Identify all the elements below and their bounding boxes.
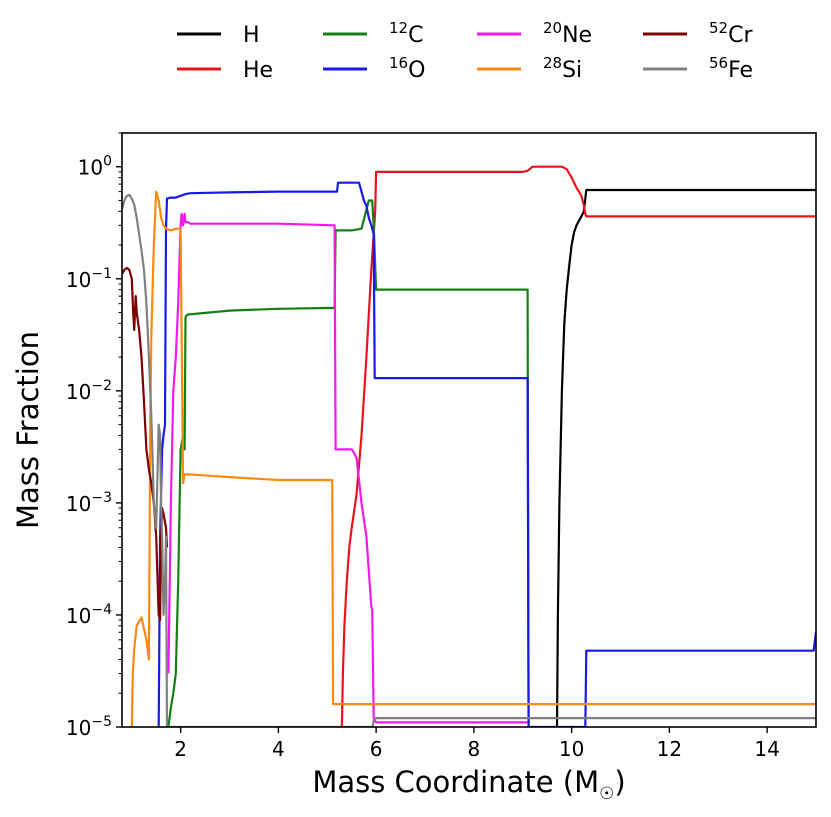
sun-symbol: ☉	[599, 784, 614, 804]
legend-item-o16: 16O	[323, 54, 425, 83]
y-tick-label: 10−3	[66, 490, 112, 516]
x-tick-label: 12	[657, 737, 682, 761]
series-line-ne20	[167, 212, 528, 724]
x-axis-label: Mass Coordinate (M☉)	[312, 765, 625, 804]
legend: H He 12C 16O 20Ne 28Si 52Cr 56Fe	[177, 19, 753, 83]
x-tick-label: 10	[559, 737, 584, 761]
series-line-si28	[130, 190, 816, 727]
y-tick-label: 10−2	[66, 378, 112, 404]
legend-item-h: H	[177, 23, 260, 48]
legend-item-he: He	[177, 58, 273, 83]
legend-label: 16O	[389, 54, 425, 83]
plot-frame	[121, 132, 817, 728]
x-tick-label: 14	[754, 737, 779, 761]
series-line-c12	[167, 199, 530, 727]
y-tick-label: 10−4	[66, 602, 112, 628]
y-tick-label: 100	[78, 154, 112, 180]
x-tick-label: 8	[468, 737, 481, 761]
legend-item-si28: 28Si	[477, 54, 582, 83]
legend-item-c12: 12C	[323, 19, 423, 48]
x-tick-label: 6	[370, 737, 383, 761]
legend-label: 20Ne	[543, 19, 592, 48]
x-tick-label: 4	[272, 737, 285, 761]
legend-item-cr52: 52Cr	[643, 19, 753, 48]
legend-label: 28Si	[543, 54, 582, 83]
y-axis-label: Mass Fraction	[11, 331, 45, 529]
legend-label: He	[243, 58, 273, 83]
y-tick-label: 10−5	[66, 714, 112, 740]
legend-item-ne20: 20Ne	[477, 19, 592, 48]
series-line-o16	[157, 181, 816, 727]
y-tick-label: 10−1	[66, 266, 112, 292]
series-line-fe56	[122, 193, 816, 727]
legend-item-fe56: 56Fe	[643, 54, 753, 83]
x-axis: 2 4 6 8 10 12 14	[174, 727, 780, 761]
legend-label: 56Fe	[709, 54, 753, 83]
legend-label: H	[243, 23, 260, 48]
plot-area	[122, 165, 816, 727]
y-axis: 10−5 10−4 10−3 10−2 10−1 100	[66, 132, 122, 740]
series-line-h	[555, 188, 816, 727]
legend-label: 12C	[389, 19, 423, 48]
series-line-he	[340, 165, 816, 727]
legend-label: 52Cr	[709, 19, 753, 48]
x-tick-label: 2	[174, 737, 187, 761]
